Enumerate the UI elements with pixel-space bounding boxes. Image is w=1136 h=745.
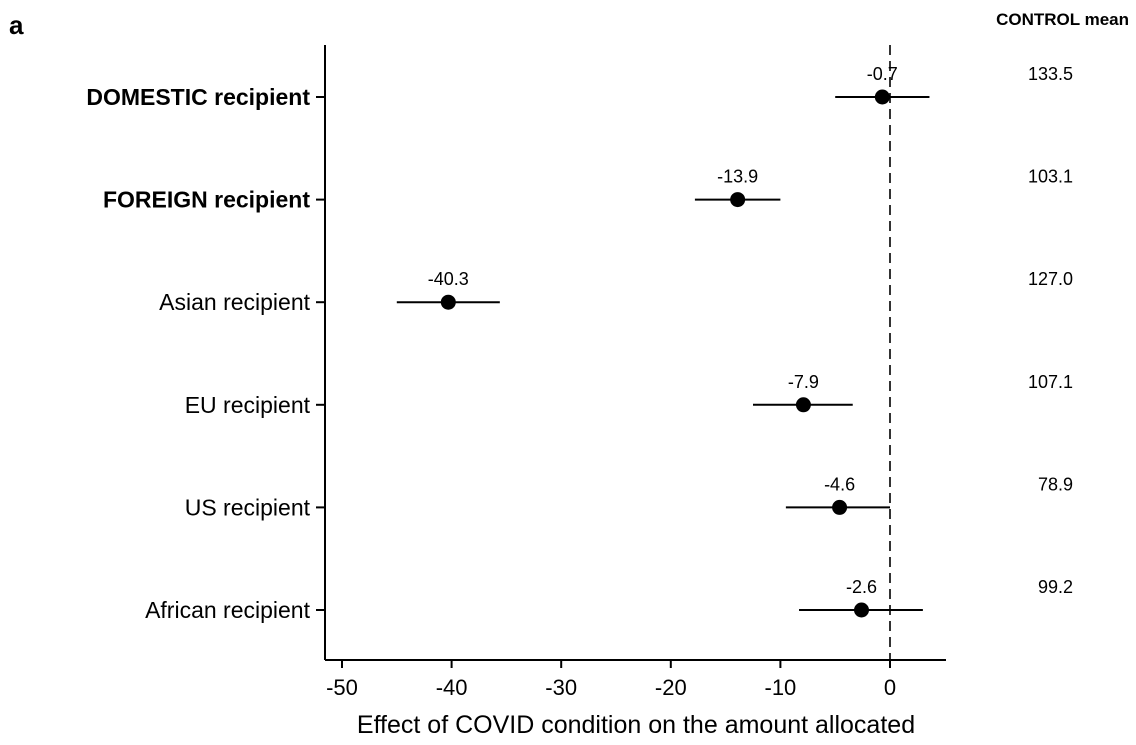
estimate-label: -4.6 xyxy=(824,474,855,494)
estimate-label: -7.9 xyxy=(788,372,819,392)
control-mean-value: 127.0 xyxy=(1028,269,1073,289)
point-estimate xyxy=(730,192,746,208)
control-mean-value: 103.1 xyxy=(1028,167,1073,187)
point-estimate xyxy=(874,89,890,105)
estimate-label: -0.7 xyxy=(867,64,898,84)
row-label: DOMESTIC recipient xyxy=(86,84,310,110)
x-tick-label: 0 xyxy=(884,675,896,700)
plot-area: -50 -40 -30 -20 -10 0 DOMESTIC recipient -0.7 13… xyxy=(86,45,1073,700)
panel-label: a xyxy=(9,10,24,40)
x-tick-label: -10 xyxy=(765,675,797,700)
x-tick-label: -20 xyxy=(655,675,687,700)
point-estimate xyxy=(795,397,811,413)
x-axis-title: Effect of COVID condition on the amount … xyxy=(357,711,915,739)
point-estimate xyxy=(440,294,456,310)
x-tick-label: -40 xyxy=(436,675,468,700)
control-header-bold: CONTROL xyxy=(996,10,1080,29)
point-estimate xyxy=(832,499,848,515)
control-header-rest: mean xyxy=(1080,10,1129,29)
row-label: FOREIGN recipient xyxy=(103,187,310,213)
x-tick-label: -30 xyxy=(545,675,577,700)
control-mean-value: 78.9 xyxy=(1038,474,1073,494)
estimate-label: -2.6 xyxy=(846,577,877,597)
row-label: US recipient xyxy=(185,494,311,520)
x-tick-label: -50 xyxy=(326,675,358,700)
point-estimate xyxy=(854,602,870,618)
estimate-label: -40.3 xyxy=(428,269,469,289)
control-mean-header: CONTROL mean xyxy=(996,10,1129,29)
row-label: African recipient xyxy=(145,597,311,623)
row-label: EU recipient xyxy=(185,392,311,418)
row-label: Asian recipient xyxy=(159,289,310,315)
estimate-label: -13.9 xyxy=(717,167,758,187)
control-mean-value: 107.1 xyxy=(1028,372,1073,392)
control-mean-value: 133.5 xyxy=(1028,64,1073,84)
control-mean-value: 99.2 xyxy=(1038,577,1073,597)
